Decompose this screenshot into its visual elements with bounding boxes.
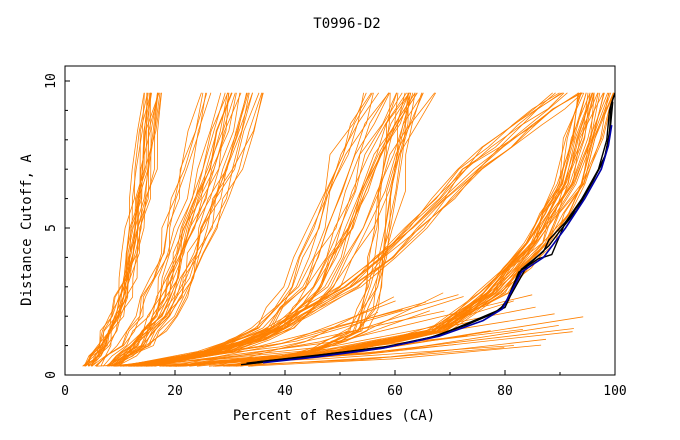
y-tick-label: 0 — [44, 371, 59, 379]
low-cutoff-line-28 — [162, 331, 573, 367]
x-tick-label: 80 — [497, 384, 513, 399]
right-curve-models-line-10 — [167, 92, 585, 367]
left-mid-models-line-8 — [94, 92, 208, 367]
left-mid-models-line-6 — [108, 92, 222, 367]
left-mid-models-line-25 — [110, 92, 253, 367]
left-mid-models-line-28 — [113, 92, 260, 367]
steep-left-models-line-1 — [91, 92, 161, 367]
right-curve-models-line-23 — [179, 92, 615, 367]
y-tick-label: 5 — [44, 224, 59, 232]
x-tick-label: 100 — [603, 384, 626, 399]
slanted-models-line-8 — [151, 92, 581, 367]
low-cutoff-line-25 — [115, 310, 445, 367]
slanted-models-line-12 — [149, 92, 565, 367]
center-models-line-23 — [138, 92, 412, 367]
y-axis-title: Distance Cutoff, A — [19, 154, 35, 306]
left-mid-models-line-20 — [116, 92, 263, 367]
near-58-models-line-4 — [224, 92, 398, 367]
steep-left-models-group — [82, 92, 162, 367]
blue-model-line — [262, 124, 613, 364]
low-cutoff-line-22 — [136, 306, 536, 367]
steep-left-models-line-13 — [84, 92, 152, 367]
slanted-models-group — [138, 92, 583, 367]
low-cutoff-line-21 — [145, 294, 533, 367]
left-mid-models-line-17 — [113, 92, 247, 367]
left-mid-models-line-26 — [113, 92, 241, 367]
left-mid-models-line-4 — [95, 92, 202, 367]
x-axis-title: Percent of Residues (CA) — [233, 408, 435, 424]
x-tick-label: 0 — [61, 384, 69, 399]
left-mid-models-line-18 — [106, 92, 233, 367]
plot-series-area — [82, 92, 615, 367]
best-model-1-line — [246, 92, 615, 364]
steep-left-models-line-17 — [90, 92, 149, 367]
center-models-line-14 — [120, 92, 367, 367]
x-tick-label: 20 — [167, 384, 183, 399]
low-cutoff-line-17 — [248, 344, 542, 367]
x-tick-label: 40 — [277, 384, 293, 399]
right-curve-models-line-2 — [183, 92, 609, 367]
right-curve-models-line-11 — [178, 92, 605, 367]
left-mid-models-line-23 — [116, 92, 248, 367]
steep-left-models-line-15 — [88, 92, 159, 367]
slanted-models-line-3 — [151, 92, 582, 367]
slanted-models-line-10 — [138, 92, 556, 367]
low-cutoff-line-30 — [166, 321, 473, 367]
left-mid-models-line-2 — [118, 92, 263, 367]
low-cutoff-line-16 — [134, 301, 427, 367]
left-mid-models-group — [94, 92, 264, 367]
center-models-line-22 — [146, 92, 436, 367]
left-mid-models-line-16 — [100, 92, 204, 367]
near-58-models-line-10 — [233, 92, 409, 367]
low-cutoff-line-6 — [114, 309, 403, 367]
x-axis-ticks: 0 20 40 60 80 100 — [61, 370, 627, 399]
low-cutoff-line-27 — [214, 347, 505, 367]
left-mid-models-line-11 — [102, 92, 212, 367]
x-tick-label: 60 — [387, 384, 403, 399]
y-tick-label: 10 — [44, 73, 59, 89]
right-curve-models-line-30 — [176, 92, 589, 367]
low-cutoff-line-13 — [176, 296, 464, 367]
left-mid-models-line-21 — [108, 92, 226, 367]
chart-title: T0996-D2 — [313, 16, 380, 32]
left-mid-models-line-27 — [105, 92, 232, 367]
right-curve-models-line-28 — [180, 92, 615, 367]
left-mid-models-line-24 — [113, 92, 253, 367]
steep-left-models-line-18 — [82, 92, 152, 367]
slanted-models-line-11 — [148, 92, 564, 367]
steep-left-models-line-10 — [91, 92, 162, 367]
y-axis-ticks: 0 5 10 — [44, 73, 70, 379]
steep-left-models-line-11 — [85, 92, 148, 367]
